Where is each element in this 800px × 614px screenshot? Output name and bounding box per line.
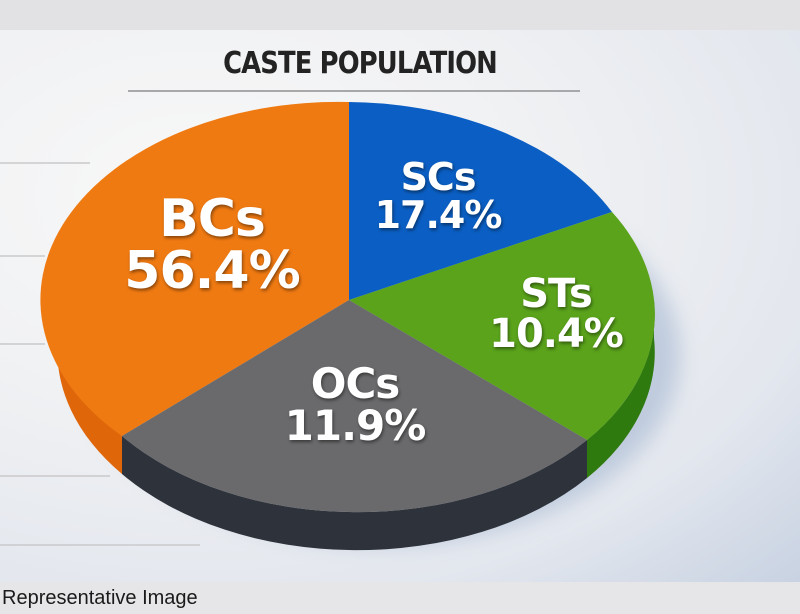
chart-title: CASTE POPULATION (223, 46, 498, 81)
slice-ocs (122, 300, 587, 513)
label-scs: SCs 17.4% (368, 158, 508, 234)
slice-scs (349, 102, 612, 300)
side-ocs (122, 436, 587, 551)
top-band (0, 0, 800, 30)
pie-chart-3d (0, 90, 680, 551)
caption-bar: Representative Image (0, 582, 800, 614)
label-bcs: BCs 56.4% (112, 193, 312, 297)
label-ocs-pct: 11.9% (284, 401, 427, 450)
caption-text: Representative Image (2, 587, 198, 609)
chart-figure: CASTE POPULATION BCs 56.4% SCs 17.4% STs… (0, 30, 800, 582)
background-lines (0, 162, 200, 546)
side-sts (587, 300, 655, 478)
label-sts-pct: 10.4% (489, 311, 624, 357)
side-bcs (57, 300, 122, 474)
label-bcs-pct: 56.4% (124, 241, 300, 301)
label-scs-name: SCs (400, 155, 477, 199)
label-ocs: OCs 11.9% (270, 363, 440, 447)
label-sts: STs 10.4% (486, 274, 626, 354)
label-ocs-name: OCs (310, 359, 401, 408)
slice-sts (349, 212, 655, 440)
slice-bcs (40, 101, 349, 436)
label-bcs-name: BCs (159, 189, 266, 249)
label-sts-name: STs (520, 271, 593, 317)
label-scs-pct: 17.4% (374, 193, 503, 237)
